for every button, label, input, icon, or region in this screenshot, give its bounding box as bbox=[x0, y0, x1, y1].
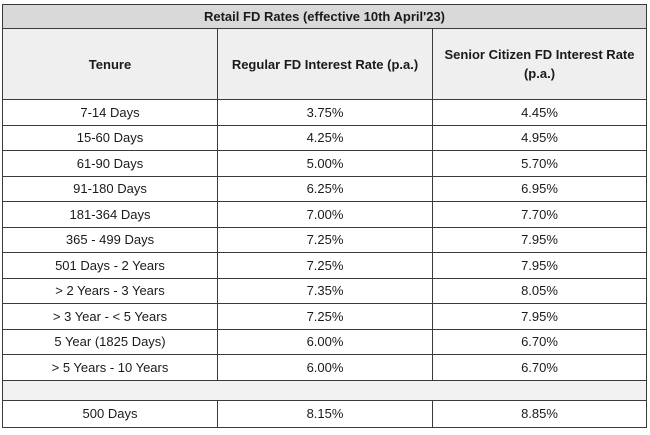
senior-rate-cell: 8.05% bbox=[433, 278, 647, 304]
table-row: > 2 Years - 3 Years 7.35% 8.05% bbox=[3, 278, 647, 304]
table-row: 91-180 Days 6.25% 6.95% bbox=[3, 176, 647, 202]
regular-rate-cell: 7.35% bbox=[218, 278, 433, 304]
header-regular-rate: Regular FD Interest Rate (p.a.) bbox=[218, 29, 433, 100]
regular-rate-cell: 3.75% bbox=[218, 100, 433, 126]
table-row: 365 - 499 Days 7.25% 7.95% bbox=[3, 227, 647, 253]
tenure-cell: 181-364 Days bbox=[3, 202, 218, 228]
senior-rate-cell: 7.70% bbox=[433, 202, 647, 228]
tenure-cell: 61-90 Days bbox=[3, 151, 218, 177]
fd-rates-table: Retail FD Rates (effective 10th April'23… bbox=[2, 4, 647, 428]
tenure-cell: 5 Year (1825 Days) bbox=[3, 329, 218, 355]
regular-rate-cell: 8.15% bbox=[218, 400, 433, 427]
regular-rate-cell: 5.00% bbox=[218, 151, 433, 177]
senior-rate-cell: 4.45% bbox=[433, 100, 647, 126]
tenure-cell: 501 Days - 2 Years bbox=[3, 253, 218, 279]
tenure-cell: 365 - 499 Days bbox=[3, 227, 218, 253]
special-tenure-row: 500 Days 8.15% 8.85% bbox=[3, 400, 647, 427]
table-title-row: Retail FD Rates (effective 10th April'23… bbox=[3, 5, 647, 29]
header-tenure-label: Tenure bbox=[3, 55, 217, 74]
regular-rate-cell: 6.00% bbox=[218, 329, 433, 355]
table-spacer-row bbox=[3, 380, 647, 400]
senior-rate-cell: 5.70% bbox=[433, 151, 647, 177]
table-row: 61-90 Days 5.00% 5.70% bbox=[3, 151, 647, 177]
regular-rate-cell: 7.00% bbox=[218, 202, 433, 228]
tenure-cell: 15-60 Days bbox=[3, 125, 218, 151]
senior-rate-cell: 6.95% bbox=[433, 176, 647, 202]
senior-rate-cell: 4.95% bbox=[433, 125, 647, 151]
tenure-cell: 500 Days bbox=[3, 400, 218, 427]
table-row: 181-364 Days 7.00% 7.70% bbox=[3, 202, 647, 228]
regular-rate-cell: 7.25% bbox=[218, 227, 433, 253]
tenure-cell: 91-180 Days bbox=[3, 176, 218, 202]
table-row: 5 Year (1825 Days) 6.00% 6.70% bbox=[3, 329, 647, 355]
table-row: 15-60 Days 4.25% 4.95% bbox=[3, 125, 647, 151]
header-tenure: Tenure bbox=[3, 29, 218, 100]
tenure-cell: 7-14 Days bbox=[3, 100, 218, 126]
regular-rate-cell: 6.25% bbox=[218, 176, 433, 202]
senior-rate-cell: 7.95% bbox=[433, 253, 647, 279]
table-row: 501 Days - 2 Years 7.25% 7.95% bbox=[3, 253, 647, 279]
regular-rate-cell: 6.00% bbox=[218, 355, 433, 381]
senior-rate-cell: 6.70% bbox=[433, 329, 647, 355]
table-row: > 5 Years - 10 Years 6.00% 6.70% bbox=[3, 355, 647, 381]
regular-rate-cell: 7.25% bbox=[218, 304, 433, 330]
header-senior-rate-label: Senior Citizen FD Interest Rate (p.a.) bbox=[433, 45, 646, 83]
spacer-cell bbox=[3, 380, 647, 400]
regular-rate-cell: 4.25% bbox=[218, 125, 433, 151]
tenure-cell: > 5 Years - 10 Years bbox=[3, 355, 218, 381]
senior-rate-cell: 7.95% bbox=[433, 304, 647, 330]
header-regular-rate-label: Regular FD Interest Rate (p.a.) bbox=[218, 55, 432, 74]
table-row: > 3 Year - < 5 Years 7.25% 7.95% bbox=[3, 304, 647, 330]
tenure-cell: > 2 Years - 3 Years bbox=[3, 278, 218, 304]
senior-rate-cell: 8.85% bbox=[433, 400, 647, 427]
tenure-cell: > 3 Year - < 5 Years bbox=[3, 304, 218, 330]
table-title: Retail FD Rates (effective 10th April'23… bbox=[3, 5, 647, 29]
table-header-row: Tenure Regular FD Interest Rate (p.a.) S… bbox=[3, 29, 647, 100]
header-senior-rate: Senior Citizen FD Interest Rate (p.a.) bbox=[433, 29, 647, 100]
senior-rate-cell: 6.70% bbox=[433, 355, 647, 381]
table-row: 7-14 Days 3.75% 4.45% bbox=[3, 100, 647, 126]
regular-rate-cell: 7.25% bbox=[218, 253, 433, 279]
senior-rate-cell: 7.95% bbox=[433, 227, 647, 253]
